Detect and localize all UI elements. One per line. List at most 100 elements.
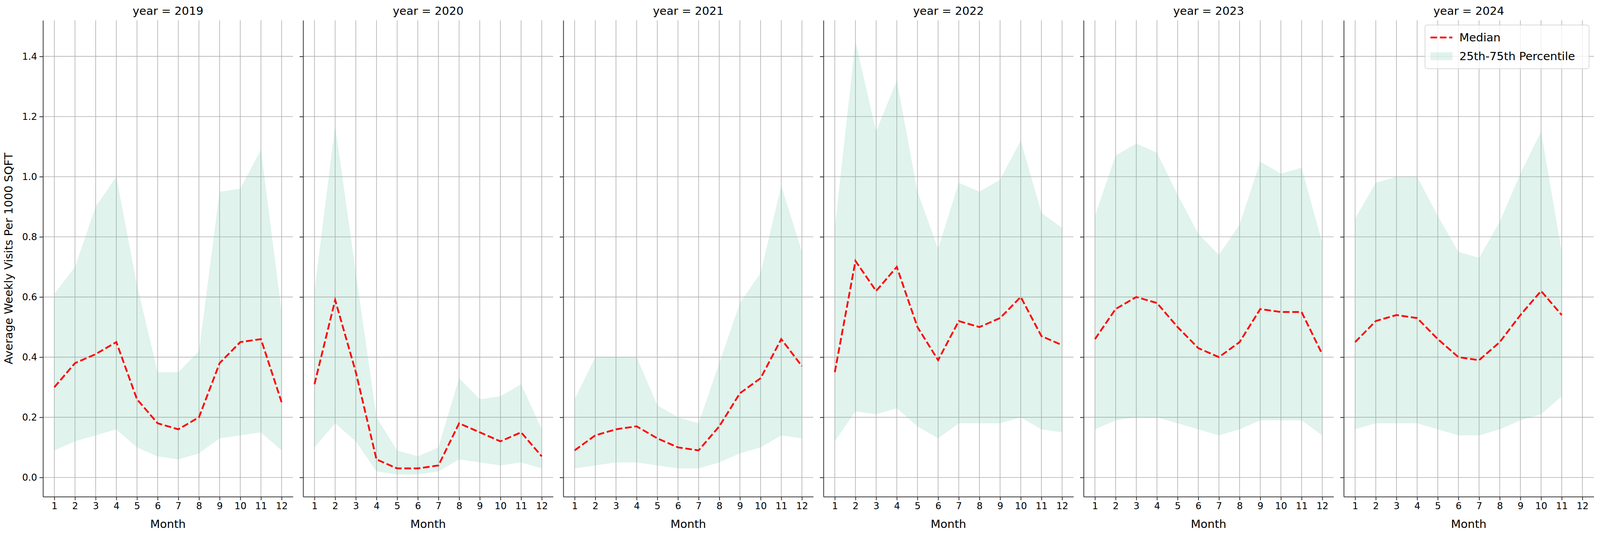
y-tick-mark xyxy=(39,56,43,58)
y-tick xyxy=(819,237,824,238)
y-tick-mark xyxy=(299,176,304,178)
y-tick-mark xyxy=(1340,477,1344,479)
legend-swatch xyxy=(1430,36,1453,39)
x-tick-mark xyxy=(1437,496,1439,501)
x-tick-mark xyxy=(438,496,440,501)
legend-box xyxy=(1425,25,1590,69)
x-tick-label: 4 xyxy=(1414,500,1421,512)
x-tick-mark xyxy=(1218,496,1220,501)
median-line xyxy=(314,300,542,469)
percentile-band xyxy=(1094,143,1323,436)
x-tick-label: 12 xyxy=(1056,500,1069,512)
panel: 1234567891011120.00.20.40.60.81.01.21.4y… xyxy=(1,4,294,531)
panel-title: year = 2023 xyxy=(1173,4,1244,18)
y-tick-mark xyxy=(559,477,564,479)
y-tick xyxy=(819,297,824,298)
x-tick-label: 5 xyxy=(394,500,401,512)
y-tick-mark xyxy=(1080,236,1084,238)
x-tick-mark xyxy=(1280,496,1282,501)
x-tick-mark xyxy=(314,496,316,501)
x-tick-label: 1 xyxy=(51,500,58,512)
x-tick-label: 5 xyxy=(914,500,921,512)
grid-line xyxy=(1343,116,1594,118)
y-tick-mark xyxy=(819,417,824,418)
x-tick-mark xyxy=(979,496,981,501)
x-tick: 1 xyxy=(51,496,58,512)
y-axis-title: Average Weekly Visits Per 1000 SQFT xyxy=(1,152,16,365)
x-tick: 2 xyxy=(852,496,859,512)
x-tick-mark xyxy=(1520,496,1522,501)
x-tick-label: 10 xyxy=(1535,500,1548,512)
x-tick-mark xyxy=(198,496,200,501)
panel-title: year = 2019 xyxy=(132,4,204,18)
y-tick-mark xyxy=(299,357,304,358)
y-tick-mark xyxy=(559,417,564,418)
y-tick xyxy=(1340,357,1344,358)
x-tick: 12 xyxy=(1576,496,1589,512)
x-tick: 12 xyxy=(1056,496,1069,512)
x-tick: 6 xyxy=(1455,496,1462,512)
plot-area xyxy=(1094,143,1323,436)
plot-area xyxy=(574,185,802,469)
y-tick: 0.4 xyxy=(22,351,43,363)
y-tick-mark xyxy=(819,236,824,238)
grid-line xyxy=(1343,176,1594,178)
y-tick: 1.4 xyxy=(22,51,43,63)
grid xyxy=(303,20,554,497)
x-tick: 7 xyxy=(435,496,442,512)
x-tick-label: 7 xyxy=(955,500,962,512)
y-axis-line xyxy=(303,20,304,498)
x-tick-label: 12 xyxy=(275,500,288,512)
y-tick xyxy=(559,116,564,117)
x-tick: 3 xyxy=(873,496,880,512)
percentile-band xyxy=(1355,131,1562,436)
y-tick xyxy=(559,237,564,238)
x-tick-mark xyxy=(1458,496,1459,501)
y-tick xyxy=(819,357,824,358)
x-tick: 6 xyxy=(675,496,681,512)
y-tick-label: 1.0 xyxy=(22,171,38,183)
x-tick: 10 xyxy=(1535,496,1548,512)
grid-line xyxy=(417,20,419,497)
x-tick-mark xyxy=(260,496,262,501)
x-tick-label: 8 xyxy=(456,500,463,512)
y-tick-mark xyxy=(39,477,43,479)
x-tick-label: 9 xyxy=(216,500,223,512)
x-tick: 1 xyxy=(311,496,318,512)
y-tick-label: 0.0 xyxy=(22,472,38,484)
x-tick-mark xyxy=(95,496,97,501)
panel-title: year = 2021 xyxy=(652,4,724,18)
y-tick xyxy=(299,116,304,117)
x-tick-mark xyxy=(1135,496,1137,501)
grid-line xyxy=(303,116,554,118)
median-line xyxy=(1355,291,1562,361)
y-tick-mark xyxy=(559,176,564,178)
x-axis-title: Month xyxy=(670,517,707,531)
x-tick-label: 6 xyxy=(675,500,681,512)
x-axis: 123456789101112 xyxy=(823,496,1074,512)
grid xyxy=(42,20,293,497)
x-tick-mark xyxy=(541,496,543,501)
x-tick-mark xyxy=(240,496,242,501)
x-tick-mark xyxy=(1321,496,1323,501)
x-tick-mark xyxy=(781,496,783,501)
panel-title: year = 2020 xyxy=(392,4,464,18)
y-tick-mark xyxy=(819,176,824,178)
x-tick-label: 5 xyxy=(134,500,141,512)
y-tick xyxy=(1080,297,1084,298)
y-tick-mark xyxy=(1340,357,1344,358)
x-tick: 2 xyxy=(1373,496,1379,512)
y-tick xyxy=(299,237,304,238)
x-tick: 6 xyxy=(1195,496,1202,512)
y-axis-line xyxy=(823,20,825,498)
x-tick-mark xyxy=(801,496,803,501)
y-tick: 1.0 xyxy=(22,171,43,183)
x-tick: 5 xyxy=(394,496,401,512)
grid xyxy=(563,20,814,497)
x-tick-mark xyxy=(760,496,762,501)
x-axis-title: Month xyxy=(930,517,967,531)
grid xyxy=(1343,20,1594,497)
x-axis-title: Month xyxy=(1191,517,1227,531)
x-tick-label: 6 xyxy=(1455,500,1462,512)
grid-line xyxy=(1083,56,1334,58)
